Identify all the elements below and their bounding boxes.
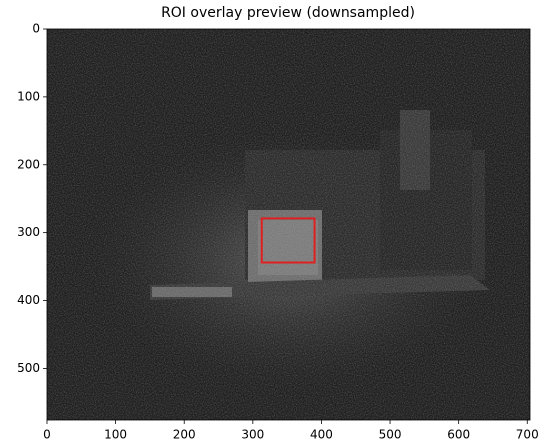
x-tick-label: 100 bbox=[104, 428, 127, 442]
x-tick-label: 400 bbox=[310, 428, 333, 442]
y-tick-label: 300 bbox=[17, 225, 40, 239]
x-tick-label: 200 bbox=[173, 428, 196, 442]
x-tick-label: 600 bbox=[447, 428, 470, 442]
y-tick-label: 400 bbox=[17, 293, 40, 307]
image bbox=[47, 29, 530, 420]
y-tick-label: 100 bbox=[17, 89, 40, 103]
chart-title: ROI overlay preview (downsampled) bbox=[161, 5, 415, 21]
roi-box bbox=[260, 217, 316, 264]
x-tick-label: 500 bbox=[379, 428, 402, 442]
x-tick-label: 700 bbox=[516, 428, 539, 442]
y-tick-label: 500 bbox=[17, 361, 40, 375]
y-tick-label: 0 bbox=[32, 22, 40, 36]
x-tick-label: 0 bbox=[43, 428, 51, 442]
x-tick-label: 300 bbox=[241, 428, 264, 442]
y-tick-label: 200 bbox=[17, 157, 40, 171]
